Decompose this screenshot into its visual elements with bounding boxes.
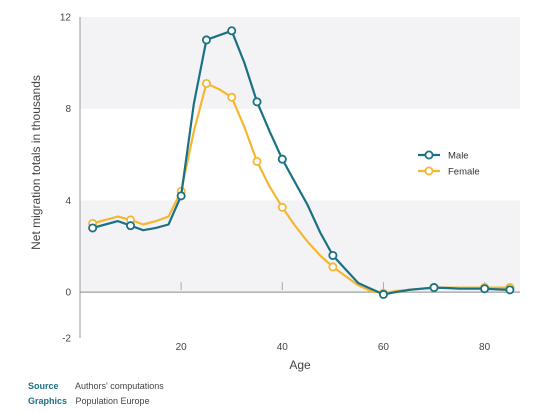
background-band bbox=[80, 17, 520, 109]
legend-marker-female bbox=[424, 166, 434, 176]
y-tick-label: 0 bbox=[65, 288, 71, 299]
background-band bbox=[80, 200, 520, 293]
data-point-male bbox=[480, 284, 490, 294]
footer-graphics-value: Population Europe bbox=[75, 396, 150, 406]
data-point-female bbox=[277, 202, 287, 212]
data-point-female bbox=[201, 78, 211, 88]
axes: -2 0 4 8 12 20 40 60 80 Age Net migration totals i… bbox=[29, 13, 520, 372]
data-point-male bbox=[201, 35, 211, 45]
data-point-female bbox=[227, 92, 237, 102]
data-point-female bbox=[328, 262, 338, 272]
x-tick-label: 80 bbox=[479, 342, 491, 353]
x-tick-label: 60 bbox=[378, 342, 390, 353]
data-point-male bbox=[277, 154, 287, 164]
x-tick-label: 20 bbox=[176, 342, 188, 353]
y-tick-label: 8 bbox=[65, 104, 71, 115]
data-point-male bbox=[126, 221, 136, 231]
migration-line-chart: -2 0 4 8 12 20 40 60 80 Age Net migration totals i… bbox=[29, 13, 520, 372]
y-tick-label: 4 bbox=[65, 196, 71, 207]
data-point-male bbox=[505, 285, 515, 295]
x-tick-label: 40 bbox=[277, 342, 289, 353]
footer-source-key: Source bbox=[28, 381, 59, 391]
legend-label-female: Female bbox=[448, 167, 480, 178]
legend-marker-male bbox=[424, 150, 434, 160]
data-point-male bbox=[88, 223, 98, 233]
y-axis-title: Net migration totals in thousands bbox=[29, 75, 43, 250]
x-axis-title: Age bbox=[289, 358, 311, 372]
data-point-male bbox=[378, 289, 388, 299]
y-tick-label: -2 bbox=[62, 334, 71, 345]
data-point-female bbox=[252, 156, 262, 166]
footer-source-value: Authors' computations bbox=[75, 381, 164, 391]
footer-graphics: Graphics Population Europe bbox=[28, 394, 150, 408]
series-line-male bbox=[91, 29, 511, 296]
legend: Male Female bbox=[418, 150, 480, 178]
data-point-male bbox=[176, 191, 186, 201]
legend-label-male: Male bbox=[448, 151, 469, 162]
footer-graphics-key: Graphics bbox=[28, 396, 68, 406]
data-point-male bbox=[252, 97, 262, 107]
data-point-male bbox=[227, 26, 237, 36]
data-point-male bbox=[328, 250, 338, 260]
y-tick-label: 12 bbox=[60, 13, 72, 24]
series-layer bbox=[88, 26, 515, 299]
background-bands bbox=[80, 17, 520, 293]
data-point-male bbox=[429, 283, 439, 293]
footer-source: Source Authors' computations bbox=[28, 379, 164, 393]
